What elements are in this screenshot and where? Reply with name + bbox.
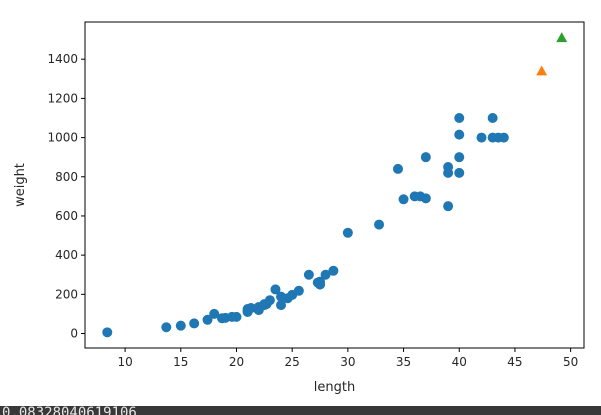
x-tick-label: 25: [285, 355, 300, 369]
y-tick-label: 400: [55, 248, 78, 262]
data-point: [454, 112, 465, 123]
data-point: [374, 219, 385, 230]
data-point: [454, 167, 465, 178]
data-point: [161, 322, 172, 333]
data-point: [245, 303, 256, 314]
data-point: [454, 152, 465, 163]
data-point: [392, 163, 403, 174]
x-tick-label: 10: [117, 355, 132, 369]
data-point: [102, 327, 113, 338]
data-point: [189, 318, 200, 329]
data-point-triangle: [556, 32, 568, 43]
data-point: [202, 314, 213, 325]
y-tick-label: 200: [55, 287, 78, 301]
x-tick-label: 45: [507, 355, 522, 369]
plot-frame: [84, 21, 585, 349]
data-point-triangle: [536, 65, 548, 76]
data-point: [443, 201, 454, 212]
y-tick-label: 1400: [47, 52, 78, 66]
x-axis-label: length: [314, 380, 355, 395]
y-tick-label: 0: [70, 327, 78, 341]
data-point: [175, 320, 186, 331]
x-axis-ticks: 10 15 20 25 30 35 40 45 50: [117, 348, 578, 369]
scatter-chart: 10 15 20 25 30 35 40 45 50 0 200 400 600 800 1000 1200…: [13, 21, 585, 395]
data-point: [303, 269, 314, 280]
data-point: [342, 227, 353, 238]
data-point: [328, 265, 339, 276]
data-point: [264, 295, 275, 306]
y-axis-ticks: 0 200 400 600 800 1000 1200 1400: [47, 52, 85, 341]
y-tick-label: 1000: [47, 131, 78, 145]
y-tick-label: 1200: [47, 91, 78, 105]
chart-marks: [102, 32, 568, 338]
y-tick-label: 800: [55, 170, 78, 184]
data-point: [398, 194, 409, 205]
data-point: [293, 285, 304, 296]
x-tick-label: 40: [452, 355, 467, 369]
x-tick-label: 30: [340, 355, 355, 369]
data-point: [315, 279, 326, 290]
x-tick-label: 20: [229, 355, 244, 369]
data-point: [276, 300, 287, 311]
y-tick-label: 600: [55, 209, 78, 223]
x-tick-label: 35: [396, 355, 411, 369]
data-point: [454, 129, 465, 140]
data-point: [420, 152, 431, 163]
data-point: [487, 112, 498, 123]
figure: 10 15 20 25 30 35 40 45 50 0 200 400 600 800 1000 1200…: [0, 0, 601, 406]
data-point: [231, 311, 242, 322]
data-point: [498, 132, 509, 143]
data-point: [320, 269, 331, 280]
y-axis-label: weight: [13, 163, 28, 207]
x-tick-label: 50: [563, 355, 578, 369]
data-point: [476, 132, 487, 143]
output-text: 0.08328040619106: [2, 406, 137, 415]
data-point: [209, 308, 220, 319]
data-point: [443, 161, 454, 172]
data-point: [420, 193, 431, 204]
data-point: [409, 191, 420, 202]
x-tick-label: 15: [173, 355, 188, 369]
data-point: [270, 284, 281, 295]
